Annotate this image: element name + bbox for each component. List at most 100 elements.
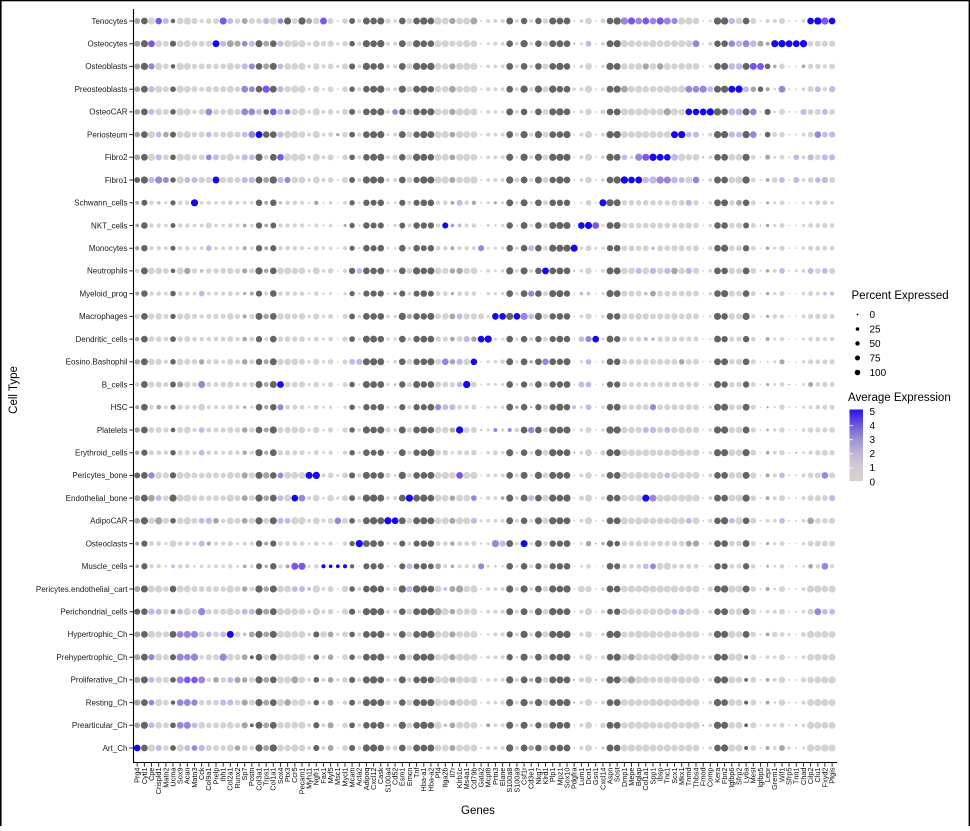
svg-text:Art_Ch: Art_Ch <box>103 744 128 753</box>
svg-text:Spp1: Spp1 <box>648 768 657 785</box>
svg-text:Osteocytes: Osteocytes <box>87 40 127 49</box>
svg-text:Pecam1: Pecam1 <box>297 768 306 795</box>
svg-text:Prearticular_Ch: Prearticular_Ch <box>72 721 128 730</box>
svg-text:Dmp1: Dmp1 <box>620 768 629 787</box>
svg-text:Ibsp: Ibsp <box>656 768 665 782</box>
svg-text:Lum1: Lum1 <box>577 768 586 786</box>
svg-text:Tnmd: Tnmd <box>684 768 693 787</box>
svg-text:Average Expression: Average Expression <box>848 392 951 404</box>
svg-text:Perichondrial_cells: Perichondrial_cells <box>60 608 127 617</box>
svg-text:S100a4: S100a4 <box>383 768 392 793</box>
svg-text:Col2a1: Col2a1 <box>226 768 235 791</box>
svg-text:Elane: Elane <box>498 768 507 787</box>
svg-text:Prelp: Prelp <box>211 768 220 785</box>
svg-text:Lepr: Lepr <box>763 767 772 782</box>
svg-text:Cask: Cask <box>376 767 385 784</box>
svg-text:Ccr5: Ccr5 <box>290 768 299 783</box>
svg-text:Adipoq: Adipoq <box>362 768 371 791</box>
svg-text:Proliferative_Ch: Proliferative_Ch <box>71 676 128 685</box>
svg-text:Prehypertrophic_Ch: Prehypertrophic_Ch <box>56 653 127 662</box>
svg-text:Periosteum: Periosteum <box>87 130 128 139</box>
svg-text:Ihh1: Ihh1 <box>219 768 228 782</box>
svg-text:Fxyd2: Fxyd2 <box>820 768 829 788</box>
svg-text:Igfbp5: Igfbp5 <box>756 768 765 788</box>
svg-text:Dendritic_cells: Dendritic_cells <box>75 335 127 344</box>
svg-text:Ms4a1: Ms4a1 <box>462 768 471 790</box>
svg-text:Endothelial_bone: Endothelial_bone <box>66 494 128 503</box>
svg-text:Cd52: Cd52 <box>391 768 400 785</box>
svg-text:Cck: Cck <box>197 767 206 780</box>
svg-text:Percent Expressed: Percent Expressed <box>852 290 949 302</box>
svg-text:Monocytes: Monocytes <box>89 244 128 253</box>
svg-text:Pericytes_bone: Pericytes_bone <box>72 471 128 480</box>
svg-text:Eosino.Bashophil: Eosino.Bashophil <box>66 358 128 367</box>
svg-text:Pdgfra: Pdgfra <box>570 767 579 789</box>
svg-text:Ly6a: Ly6a <box>742 767 751 783</box>
svg-text:Pf4: Pf4 <box>434 768 443 779</box>
svg-text:Ptgis: Ptgis <box>828 767 837 784</box>
svg-text:Matn2: Matn2 <box>161 768 170 788</box>
svg-text:Msc1: Msc1 <box>333 768 342 785</box>
svg-text:Fibro2: Fibro2 <box>105 153 128 162</box>
svg-text:NKT_cells: NKT_cells <box>91 221 127 230</box>
svg-text:Prg4: Prg4 <box>133 768 142 783</box>
svg-text:Myh11: Myh11 <box>305 768 314 789</box>
svg-text:Myf5: Myf5 <box>326 768 335 784</box>
svg-text:Csf1r: Csf1r <box>520 767 529 785</box>
svg-text:Neutrophils: Neutrophils <box>87 267 127 276</box>
svg-text:Sfrp5: Sfrp5 <box>785 768 794 785</box>
svg-text:Cd79b: Cd79b <box>469 768 478 790</box>
svg-text:Erythroid_cells: Erythroid_cells <box>75 449 127 458</box>
svg-text:Dcn1: Dcn1 <box>584 768 593 785</box>
svg-text:Klrb1c: Klrb1c <box>455 767 464 788</box>
svg-text:AdipoCAR: AdipoCAR <box>90 517 128 526</box>
svg-text:Thbs4: Thbs4 <box>691 768 700 788</box>
svg-text:Sost: Sost <box>613 768 622 783</box>
svg-text:Mepe: Mepe <box>627 768 636 786</box>
svg-text:2: 2 <box>870 449 876 460</box>
svg-text:Macrophages: Macrophages <box>79 312 127 321</box>
svg-text:100: 100 <box>870 368 887 379</box>
svg-text:Cxcl12: Cxcl12 <box>369 768 378 790</box>
svg-text:Esm1: Esm1 <box>398 768 407 787</box>
svg-text:Tnc1: Tnc1 <box>663 768 672 784</box>
svg-text:Muscle_cells: Muscle_cells <box>82 562 128 571</box>
svg-text:B_cells: B_cells <box>102 380 128 389</box>
svg-text:Hba-a2: Hba-a2 <box>426 768 435 792</box>
svg-text:Sfrp2: Sfrp2 <box>734 768 743 785</box>
svg-text:Fibro1: Fibro1 <box>105 176 128 185</box>
svg-text:OsteoCAR: OsteoCAR <box>89 108 127 117</box>
svg-text:Mcpt8: Mcpt8 <box>484 768 493 788</box>
svg-text:Col1a1: Col1a1 <box>641 768 650 791</box>
svg-text:Hypertrophic_Ch: Hypertrophic_Ch <box>67 630 127 639</box>
svg-text:Col9a1: Col9a1 <box>204 768 213 791</box>
svg-text:Chad: Chad <box>799 768 808 785</box>
svg-text:Acta2: Acta2 <box>355 768 364 787</box>
svg-text:3: 3 <box>870 435 876 446</box>
svg-text:Cell Type: Cell Type <box>8 366 20 414</box>
svg-text:0: 0 <box>870 477 876 488</box>
svg-text:Bglap: Bglap <box>634 768 643 787</box>
svg-text:Prtn3: Prtn3 <box>491 768 500 785</box>
svg-text:Osteoclasts: Osteoclasts <box>86 539 128 548</box>
svg-text:Matn3: Matn3 <box>190 768 199 788</box>
svg-text:Sp7: Sp7 <box>240 768 249 781</box>
svg-text:HSC: HSC <box>111 403 128 412</box>
svg-text:Cd3e1: Cd3e1 <box>527 768 536 790</box>
svg-text:Gsn1: Gsn1 <box>591 768 600 785</box>
svg-text:5: 5 <box>870 407 876 418</box>
svg-text:Trps1: Trps1 <box>262 768 271 786</box>
svg-text:75: 75 <box>870 354 882 365</box>
svg-text:Pericytes.endothelial_cart: Pericytes.endothelial_cart <box>36 585 128 594</box>
svg-text:Emcn: Emcn <box>405 768 414 787</box>
svg-text:25: 25 <box>870 325 882 336</box>
svg-text:Fmod: Fmod <box>699 768 708 787</box>
svg-text:Scx1: Scx1 <box>670 768 679 784</box>
svg-text:Acan: Acan <box>183 768 192 785</box>
svg-text:Runx2: Runx2 <box>233 768 242 789</box>
svg-text:Ngfr1: Ngfr1 <box>312 768 321 786</box>
svg-text:Ptx3: Ptx3 <box>283 768 292 783</box>
svg-text:Wif1: Wif1 <box>777 768 786 783</box>
svg-text:Cpe: Cpe <box>147 768 156 781</box>
svg-text:Preosteoblasts: Preosteoblasts <box>75 85 128 94</box>
